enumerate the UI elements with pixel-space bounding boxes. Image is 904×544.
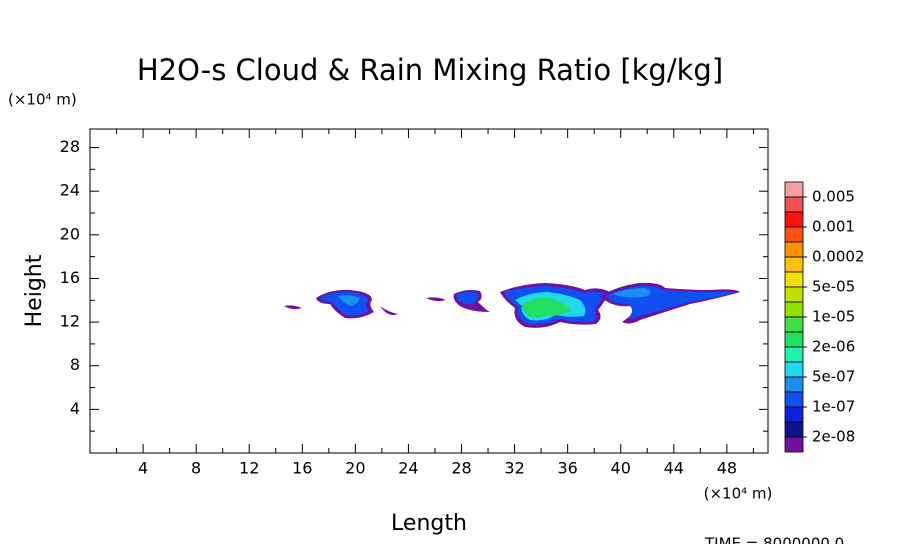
x-axis-label: Length [391, 511, 467, 536]
colorbar-swatch [784, 256, 804, 273]
x-tick-label: 28 [451, 459, 471, 478]
y-tick-label: 8 [70, 355, 80, 374]
time-label: TIME = 8000000.0 [704, 535, 844, 544]
colorbar-swatch [784, 331, 804, 348]
x-tick-label: 24 [398, 459, 418, 478]
colorbar-swatch [784, 316, 804, 333]
colorbar-label: 5e-07 [812, 368, 855, 386]
y-unit: (×10⁴ m) [8, 91, 77, 109]
colorbar-swatch [784, 376, 804, 393]
x-tick-label: 40 [611, 459, 631, 478]
colorbar-swatch [784, 421, 804, 438]
colorbar-swatch [784, 346, 804, 363]
colorbar-label: 1e-05 [812, 308, 855, 326]
x-tick-label: 48 [717, 459, 737, 478]
y-axis-label: Height [22, 254, 47, 327]
y-tick-label: 12 [60, 312, 80, 331]
plot-frame [89, 128, 769, 454]
x-tick-label: 44 [664, 459, 684, 478]
colorbar-label: 2e-08 [812, 428, 855, 446]
y-tick-label: 20 [60, 224, 80, 243]
colorbar-label: 0.005 [812, 188, 855, 206]
colorbar-label: 5e-05 [812, 278, 855, 296]
colorbar-swatch [784, 286, 804, 303]
colorbar-label: 2e-06 [812, 338, 855, 356]
x-tick-label: 4 [138, 459, 148, 478]
x-unit: (×10⁴ m) [704, 485, 773, 503]
colorbar-swatch [784, 271, 804, 288]
colorbar-swatch [784, 211, 804, 228]
x-tick-label: 36 [557, 459, 577, 478]
colorbar-swatch [784, 301, 804, 318]
y-tick-label: 28 [60, 137, 80, 156]
x-tick-label: 32 [504, 459, 524, 478]
colorbar-swatch [784, 361, 804, 378]
cloud-field [284, 282, 740, 328]
x-tick-label: 20 [345, 459, 365, 478]
colorbar-swatch [784, 241, 804, 258]
colorbar-swatch [784, 436, 804, 453]
x-tick-label: 8 [191, 459, 201, 478]
x-tick-label: 12 [239, 459, 259, 478]
colorbar-label: 0.001 [812, 218, 855, 236]
y-tick-label: 16 [60, 268, 80, 287]
y-tick-label: 4 [70, 399, 80, 418]
colorbar-swatch [784, 181, 804, 198]
colorbar-swatch [784, 226, 804, 243]
y-tick-label: 24 [60, 181, 80, 200]
colorbar-swatch [784, 196, 804, 213]
x-tick-label: 16 [292, 459, 312, 478]
colorbar-swatch [784, 406, 804, 423]
colorbar-label: 0.0002 [812, 248, 865, 266]
chart-title: H2O-s Cloud & Rain Mixing Ratio [kg/kg] [137, 53, 723, 87]
colorbar-swatch [784, 391, 804, 408]
colorbar-label: 1e-07 [812, 398, 855, 416]
